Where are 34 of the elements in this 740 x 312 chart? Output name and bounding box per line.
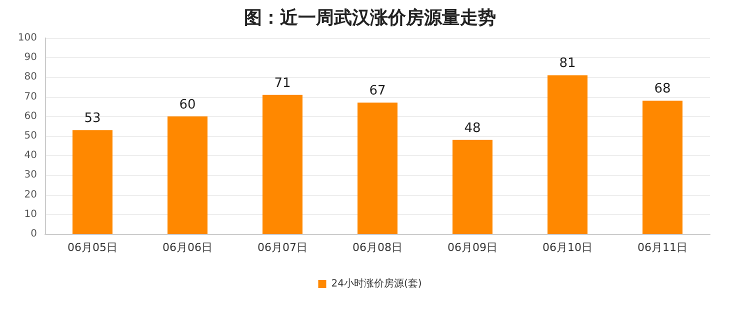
data-label: 53	[84, 111, 101, 126]
chart-title: 图：近一周武汉涨价房源量走势	[244, 8, 496, 28]
bar	[642, 100, 682, 234]
x-tick-label: 06月08日	[352, 241, 402, 254]
y-tick-label: 50	[24, 130, 37, 142]
y-tick-label: 60	[24, 110, 37, 122]
x-tick-label: 06月06日	[162, 241, 212, 254]
x-tick-label: 06月05日	[68, 241, 118, 254]
x-tick-label: 06月09日	[448, 241, 498, 254]
x-tick-label: 06月10日	[542, 241, 592, 254]
data-label: 60	[179, 97, 196, 112]
x-tick-label: 06月11日	[638, 241, 688, 254]
x-tick-label: 06月07日	[258, 241, 308, 254]
y-tick-label: 10	[24, 208, 37, 220]
data-label: 67	[369, 84, 386, 99]
y-tick-label: 0	[30, 228, 37, 240]
y-tick-label: 20	[24, 189, 37, 200]
y-tick-label: 90	[24, 52, 37, 64]
bar	[262, 94, 302, 234]
bar	[548, 75, 588, 234]
y-tick-label: 70	[24, 91, 37, 102]
y-tick-label: 30	[24, 170, 37, 181]
bar	[358, 102, 398, 234]
bar	[452, 140, 492, 234]
data-label: 68	[654, 82, 671, 97]
bar	[72, 130, 112, 234]
data-label: 71	[274, 76, 291, 91]
data-label: 48	[464, 120, 481, 136]
y-tick-label: 80	[24, 72, 37, 83]
data-label: 81	[559, 56, 576, 72]
y-tick-label: 40	[24, 150, 37, 162]
y-tick-label: 100	[18, 32, 37, 44]
bar	[168, 116, 208, 234]
legend-label: 24小时涨价房源(套)	[331, 278, 422, 290]
